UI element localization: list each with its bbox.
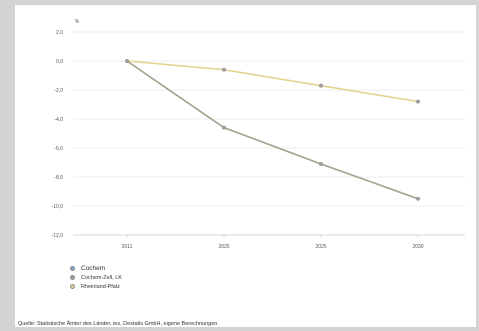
series-point-2 <box>221 67 226 72</box>
y-tick-label: 0,0 <box>56 59 63 65</box>
x-tick-label: 2011 <box>122 244 133 250</box>
y-unit-label: % <box>75 19 80 25</box>
series-line-1 <box>126 60 419 200</box>
x-tick-label: 2020 <box>218 244 229 250</box>
series-line-2 <box>126 60 419 103</box>
x-tick-label: 2025 <box>315 244 326 250</box>
y-tick-label: -6,0 <box>54 146 63 152</box>
legend-item: Cochem-Zell, LK <box>70 273 122 282</box>
series-point-1 <box>319 161 324 166</box>
x-tick-label: 2030 <box>412 244 423 250</box>
legend-marker <box>70 266 75 271</box>
y-tick-label: -2,0 <box>54 88 63 94</box>
series-point-2 <box>319 83 324 88</box>
y-tick-label: 2,0 <box>56 30 63 36</box>
chart-panel: % 2,0 0,0 -2,0 -4,0 -6,0 -8,0 -10,0 -12,0 2011 202… <box>15 5 476 327</box>
y-tick-label: -10,0 <box>52 204 64 210</box>
legend-label: Cochem-Zell, LK <box>81 274 122 281</box>
y-tick-label: -8,0 <box>54 175 63 181</box>
legend-marker <box>70 275 75 280</box>
legend-label: Rheinland-Pfalz <box>81 283 120 290</box>
y-tick-label: -12,0 <box>52 233 64 239</box>
series-point-1 <box>416 196 421 201</box>
series-point-2 <box>124 59 129 64</box>
legend-marker <box>70 284 75 289</box>
legend: Cochem Cochem-Zell, LK Rheinland-Pfalz <box>70 264 122 291</box>
chart: % 2,0 0,0 -2,0 -4,0 -6,0 -8,0 -10,0 -12,0 2011 202… <box>52 19 465 250</box>
legend-item: Cochem <box>70 264 122 273</box>
legend-item: Rheinland-Pfalz <box>70 282 122 291</box>
source-note: Quelle: Statistische Ämter des Länder, i… <box>18 321 218 327</box>
legend-label: Cochem <box>81 265 106 272</box>
series-point-2 <box>416 99 421 104</box>
series-point-1 <box>221 125 226 130</box>
y-tick-label: -4,0 <box>54 117 63 123</box>
